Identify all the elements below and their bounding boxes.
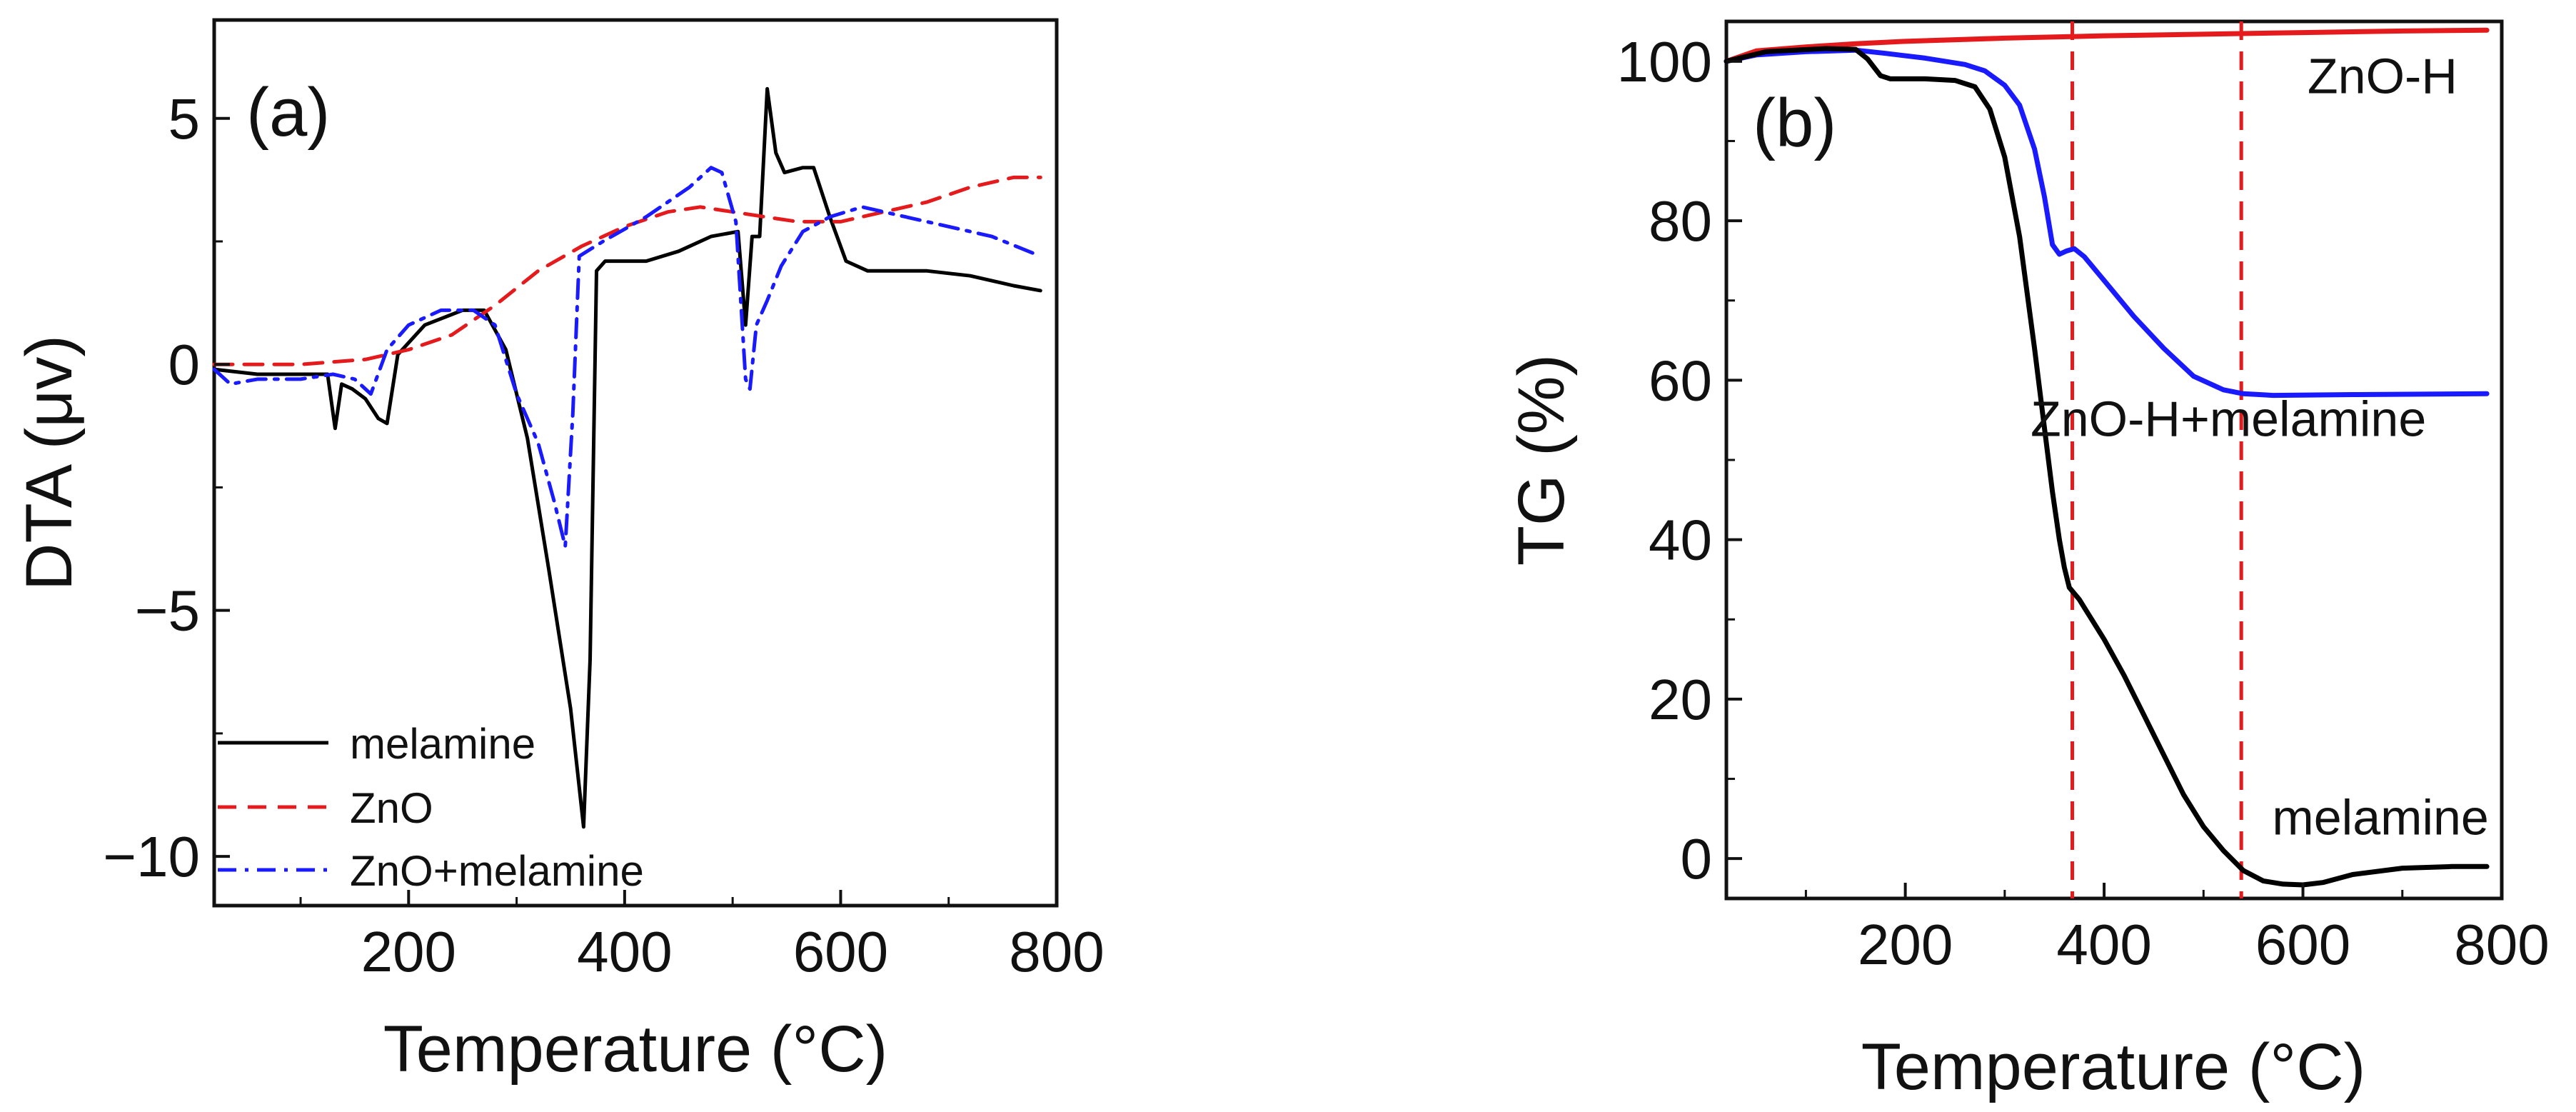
- panel-a-plot-frame: [212, 18, 1059, 908]
- panel-a-ticks: 200 400 600 800 5 0 −5 −10: [103, 87, 1104, 983]
- panel-b-series: [1724, 27, 2490, 888]
- panel-b-y-tick-label: 60: [1649, 349, 1712, 412]
- panel-b-y-tick-label: 20: [1649, 668, 1712, 731]
- panel-a-series-zno-melamine: [212, 166, 1042, 549]
- legend-label-zno: ZnO: [350, 784, 433, 832]
- panel-b-tg-chart: 200 400 600 800 0 20 40 60 80 100 ZnO-H ZnO-H+mela…: [1505, 19, 2550, 1103]
- panel-b-y-tick-label: 0: [1681, 827, 1713, 891]
- panel-b-x-tick-label: 600: [2255, 913, 2350, 976]
- panel-a-legend: melamine ZnO ZnO+melamine: [218, 720, 644, 895]
- panel-b-x-axis-title: Temperature (°C): [1861, 1031, 2366, 1103]
- panel-b-y-tick-label: 80: [1649, 189, 1712, 253]
- panel-a-y-tick-label: 0: [168, 333, 201, 396]
- panel-a-y-tick-label: −5: [135, 579, 200, 643]
- panel-b-annotation: melamine: [2272, 790, 2488, 846]
- panel-b-y-tick-label: 100: [1617, 30, 1712, 94]
- panel-a-x-axis-title: Temperature (°C): [383, 1013, 888, 1086]
- panel-b-annotations: ZnO-H ZnO-H+melamine melamine: [2031, 48, 2489, 845]
- panel-a-y-tick-label: 5: [168, 87, 201, 151]
- panel-b-x-tick-label: 200: [1858, 913, 1953, 976]
- panel-a-x-tick-label: 200: [361, 920, 456, 983]
- panel-a-x-tick-label: 800: [1009, 920, 1104, 983]
- panel-a-series-melamine: [212, 86, 1042, 829]
- panel-b-annotation: ZnO-H+melamine: [2031, 391, 2426, 447]
- panel-b-plot-frame: [1724, 19, 2504, 901]
- panel-a-label: (a): [246, 74, 330, 151]
- panel-b-series-melamine: [1724, 46, 2490, 888]
- panel-b-y-axis-title: TG (%): [1505, 354, 1578, 566]
- panel-a-x-tick-label: 400: [577, 920, 672, 983]
- legend-label-zno-melamine: ZnO+melamine: [350, 847, 644, 895]
- panel-a-series-zno: [212, 175, 1042, 366]
- legend-label-melamine: melamine: [350, 720, 535, 768]
- panel-b-ticks: 200 400 600 800 0 20 40 60 80 100: [1617, 30, 2550, 976]
- panel-b-x-tick-label: 800: [2454, 913, 2549, 976]
- panel-b-label: (b): [1753, 85, 1836, 161]
- panel-a-y-tick-label: −10: [103, 825, 200, 888]
- panel-b-y-tick-label: 40: [1649, 509, 1712, 572]
- panel-a-y-axis-title: DTA (μv): [13, 335, 86, 591]
- panel-a-dta-chart: 200 400 600 800 5 0 −5 −10 (a) Temperature (°C)…: [13, 18, 1105, 1086]
- panel-b-series-zno-h-melamine: [1724, 47, 2490, 399]
- panel-a-series: [212, 86, 1042, 829]
- panel-b-reference-lines: [2071, 21, 2243, 898]
- panel-b-annotation: ZnO-H: [2308, 48, 2457, 104]
- panel-a-x-tick-label: 600: [793, 920, 888, 983]
- panel-b-x-tick-label: 400: [2056, 913, 2151, 976]
